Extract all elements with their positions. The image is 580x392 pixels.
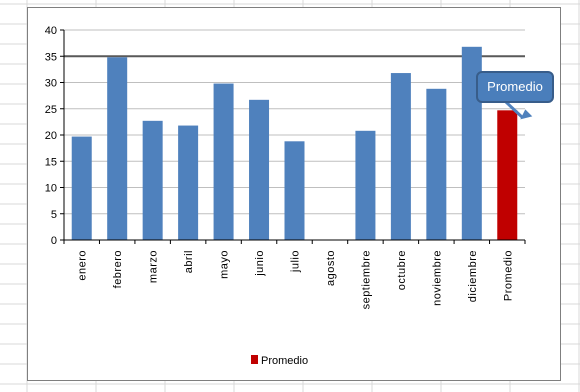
category-label-agosto: agosto (325, 250, 337, 286)
category-label-septiembre: septiembre (360, 250, 372, 309)
bars (71, 46, 518, 240)
y-tick-label: 15 (45, 156, 57, 168)
category-label-mayo: mayo (219, 250, 231, 279)
category-label-noviembre: noviembre (431, 250, 443, 306)
y-tick-label: 20 (45, 130, 57, 142)
y-tick-label: 25 (45, 104, 57, 116)
callout-label: Promedio (487, 79, 543, 94)
bar-noviembre (426, 88, 447, 240)
callout-box (476, 71, 554, 103)
legend: Promedio (251, 355, 308, 367)
bar-octubre (390, 73, 411, 240)
legend-swatch (251, 355, 258, 364)
category-label-enero: enero (77, 250, 89, 281)
y-tick-label: 30 (45, 78, 57, 90)
bar-promedio (497, 110, 518, 240)
x-category-labels: enero febrero marzo abril mayo junio julio agos… (77, 250, 515, 309)
y-tick-label: 40 (45, 25, 57, 37)
category-label-marzo: marzo (148, 250, 160, 283)
callout-arrow-shaft (504, 100, 524, 119)
category-label-junio: junio (254, 250, 266, 277)
bar-abril (178, 125, 199, 240)
bar-julio (284, 141, 305, 240)
bar-septiembre (355, 130, 376, 240)
y-tick-labels: 0 5 10 15 20 25 30 35 40 (45, 25, 57, 247)
category-label-promedio: Promedio (502, 250, 514, 301)
y-tick-label: 5 (51, 209, 57, 221)
callout-arrowhead (520, 109, 533, 120)
y-tick-label: 0 (51, 235, 57, 247)
bar-febrero (107, 57, 128, 240)
y-tick-label: 10 (45, 183, 57, 195)
y-tick-label: 35 (45, 51, 57, 63)
legend-label: Promedio (261, 355, 308, 367)
chart-area[interactable]: 0 5 10 15 20 25 30 35 40 enero febrero marzo abril m… (27, 7, 561, 381)
bar-marzo (142, 120, 163, 240)
bar-mayo (213, 83, 234, 240)
bar-chart: 0 5 10 15 20 25 30 35 40 enero febrero marzo abril m… (45, 25, 554, 367)
axes (60, 29, 526, 244)
callout-annotation: Promedio (476, 71, 554, 120)
category-label-julio: julio (290, 250, 302, 273)
category-label-octubre: octubre (396, 250, 408, 290)
bar-enero (71, 136, 92, 240)
category-label-abril: abril (183, 250, 195, 273)
bar-junio (249, 99, 270, 240)
category-label-diciembre: diciembre (467, 250, 479, 302)
category-label-febrero: febrero (112, 250, 124, 288)
